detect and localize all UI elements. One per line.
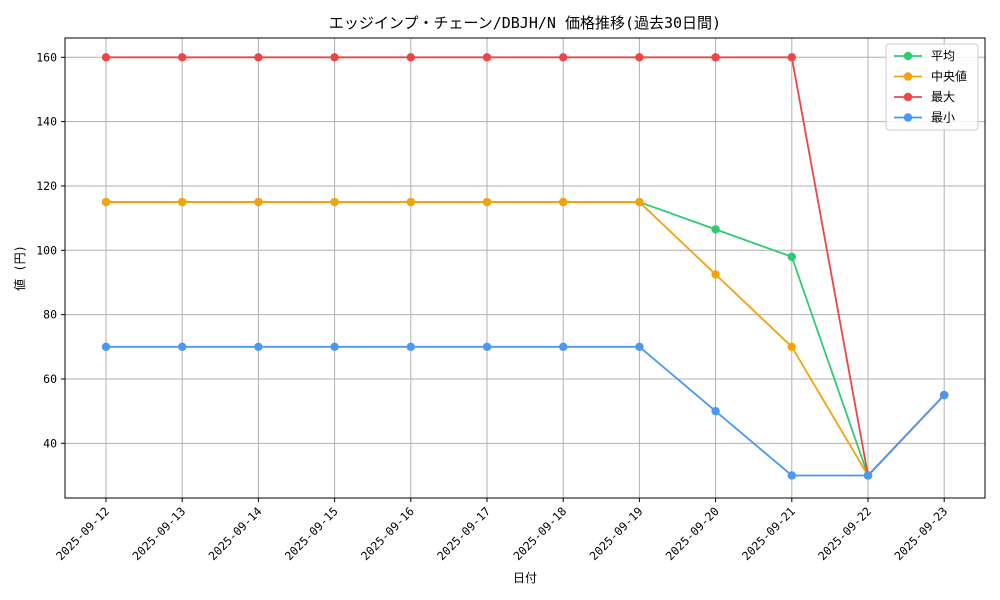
data-point xyxy=(787,342,796,352)
data-point xyxy=(559,342,568,352)
data-point xyxy=(254,197,263,207)
data-point xyxy=(101,53,111,62)
y-tick-label: 40 xyxy=(43,436,57,450)
x-tick-label: 2025-09-19 xyxy=(587,504,646,563)
x-tick-label: 2025-09-17 xyxy=(434,504,493,563)
legend-box xyxy=(885,43,979,131)
series-line xyxy=(106,201,945,477)
data-point xyxy=(406,342,415,352)
x-tick-label: 2025-09-18 xyxy=(510,504,569,563)
y-tick-label: 60 xyxy=(43,372,57,386)
data-point xyxy=(635,197,644,207)
data-point xyxy=(711,225,720,234)
data-point xyxy=(559,197,568,207)
data-point xyxy=(101,197,111,207)
x-axis-label: 日付 xyxy=(513,571,537,585)
series-1 xyxy=(101,197,949,480)
x-tick-label: 2025-09-21 xyxy=(739,504,798,563)
series-3 xyxy=(101,342,949,480)
data-point xyxy=(482,342,492,352)
x-tick-label: 2025-09-16 xyxy=(358,504,417,563)
legend-label: 最小 xyxy=(931,111,955,125)
y-tick-label: 100 xyxy=(36,243,57,257)
data-point xyxy=(711,406,720,416)
data-point xyxy=(787,53,796,62)
y-tick-label: 80 xyxy=(43,308,57,322)
legend-marker xyxy=(903,51,913,61)
plot-frame xyxy=(64,37,986,499)
legend-label: 平均 xyxy=(931,49,955,63)
legend-item-2: 最大 xyxy=(894,90,955,104)
x-tick-label: 2025-09-20 xyxy=(663,504,722,563)
y-axis-label: 値 (円) xyxy=(12,245,27,291)
data-point xyxy=(635,53,644,62)
x-tick-label: 2025-09-22 xyxy=(815,504,874,563)
data-point xyxy=(254,53,263,62)
data-point xyxy=(330,197,339,207)
legend-marker xyxy=(903,72,913,81)
y-axis-ticks: 40 60 80 100 120 140 160 xyxy=(36,50,65,450)
series-layer xyxy=(101,53,949,480)
data-point xyxy=(178,342,187,352)
x-tick-label: 2025-09-14 xyxy=(206,504,265,563)
legend-item-1: 中央値 xyxy=(894,69,967,84)
data-point xyxy=(330,53,339,62)
series-2 xyxy=(101,53,949,480)
data-point xyxy=(711,53,720,62)
x-tick-label: 2025-09-15 xyxy=(282,504,341,563)
data-point xyxy=(787,471,796,480)
series-line xyxy=(106,345,945,477)
series-line xyxy=(106,201,945,477)
x-tick-label: 2025-09-23 xyxy=(891,504,950,563)
y-tick-label: 140 xyxy=(36,115,57,129)
data-point xyxy=(178,197,187,207)
data-point xyxy=(330,342,339,352)
legend-label: 中央値 xyxy=(931,69,967,84)
legend-marker xyxy=(903,92,913,102)
data-point xyxy=(101,342,111,352)
data-point xyxy=(406,197,415,207)
legend-item-3: 最小 xyxy=(894,111,955,125)
series-line xyxy=(106,56,945,477)
data-point xyxy=(482,197,492,207)
data-point xyxy=(178,53,187,62)
series-0 xyxy=(101,197,949,480)
x-axis-ticks: 2025-09-12 2025-09-13 2025-09-14 2025-09-15… xyxy=(53,498,950,563)
data-point xyxy=(254,342,263,352)
data-point xyxy=(787,252,796,261)
data-point xyxy=(863,471,873,480)
data-point xyxy=(635,342,644,352)
y-tick-label: 120 xyxy=(36,179,57,193)
legend-label: 最大 xyxy=(931,90,955,104)
legend-item-0: 平均 xyxy=(894,49,955,63)
data-point xyxy=(406,53,415,62)
data-point xyxy=(711,270,720,279)
x-tick-label: 2025-09-13 xyxy=(129,504,188,563)
data-point xyxy=(940,390,949,400)
grid-layer xyxy=(65,38,985,498)
chart-title: エッジインプ・チェーン/DBJH/N 価格推移(過去30日間) xyxy=(329,14,721,32)
y-tick-label: 160 xyxy=(36,50,57,64)
x-tick-label: 2025-09-12 xyxy=(53,504,112,563)
data-point xyxy=(559,53,568,62)
data-point xyxy=(482,53,492,62)
legend-marker xyxy=(903,113,913,122)
